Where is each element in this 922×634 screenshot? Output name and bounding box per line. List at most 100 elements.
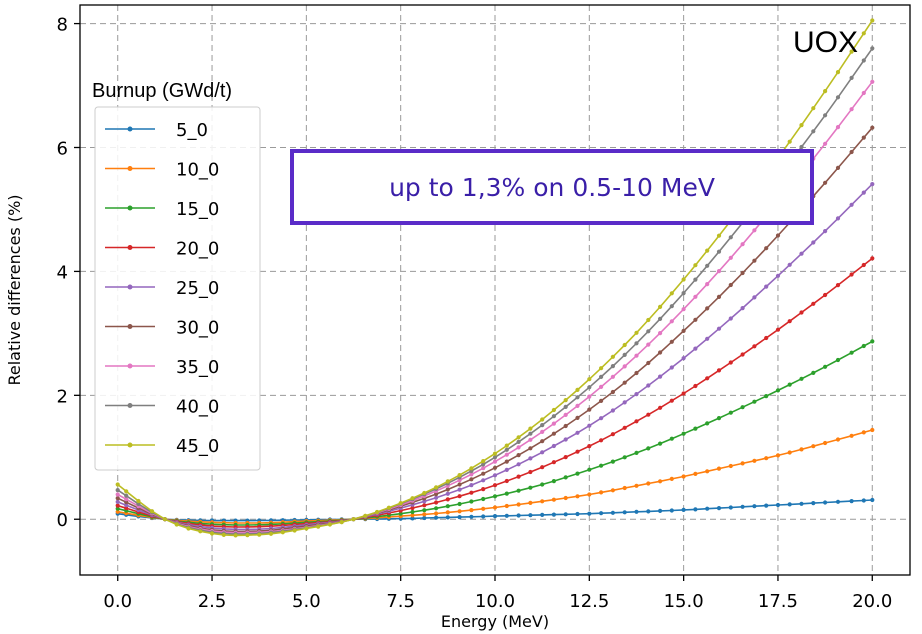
data-point xyxy=(481,466,486,471)
data-point xyxy=(728,235,733,240)
data-point xyxy=(681,391,686,396)
data-point xyxy=(575,449,580,454)
data-point xyxy=(693,507,698,512)
data-point xyxy=(849,350,854,355)
legend-label: 35_0 xyxy=(176,357,219,378)
data-point xyxy=(716,233,722,238)
data-point xyxy=(551,479,557,484)
data-point xyxy=(610,374,616,379)
data-point xyxy=(563,512,568,517)
data-point xyxy=(705,306,710,311)
data-point xyxy=(209,531,215,536)
data-point xyxy=(563,404,568,409)
data-point xyxy=(646,412,651,417)
data-point xyxy=(622,485,627,491)
data-point xyxy=(445,479,450,484)
data-point xyxy=(587,492,592,497)
data-point xyxy=(849,75,854,80)
data-point xyxy=(764,284,769,289)
data-point xyxy=(634,509,639,514)
data-point xyxy=(775,327,781,332)
data-point xyxy=(811,301,816,306)
data-point xyxy=(115,496,120,501)
data-point xyxy=(516,474,521,479)
data-point xyxy=(124,503,129,508)
data-point xyxy=(492,505,498,510)
data-point xyxy=(861,135,866,140)
data-point xyxy=(339,520,344,525)
data-point xyxy=(304,526,309,531)
data-point xyxy=(457,482,462,487)
data-point xyxy=(386,505,391,510)
legend-swatch-marker xyxy=(127,245,133,250)
data-point xyxy=(705,506,710,511)
data-point xyxy=(422,490,427,496)
data-point xyxy=(728,360,733,365)
data-point xyxy=(799,123,804,128)
data-point xyxy=(540,450,545,455)
data-point xyxy=(835,165,841,170)
data-point xyxy=(540,465,545,470)
data-point xyxy=(787,139,792,144)
data-point xyxy=(634,370,639,376)
data-point xyxy=(823,113,828,118)
data-point xyxy=(681,507,686,512)
data-point xyxy=(870,256,875,261)
y-tick-label: 6 xyxy=(57,139,68,160)
legend-item: 5_0 xyxy=(105,120,208,141)
data-point xyxy=(849,202,854,207)
data-point xyxy=(775,388,781,393)
data-point xyxy=(764,394,769,399)
data-point xyxy=(835,437,841,442)
legend-label: 15_0 xyxy=(176,199,219,220)
data-point xyxy=(268,531,274,536)
data-point xyxy=(351,517,356,522)
data-point xyxy=(434,511,439,516)
data-point xyxy=(492,455,498,460)
data-point xyxy=(469,490,474,495)
data-point xyxy=(599,511,604,516)
legend-item: 25_0 xyxy=(105,278,219,299)
data-point xyxy=(787,450,792,455)
legend-item: 45_0 xyxy=(105,436,219,457)
x-tick-label: 2.5 xyxy=(198,591,227,612)
data-point xyxy=(469,472,474,477)
data-point xyxy=(870,125,875,130)
data-point xyxy=(705,421,710,426)
data-point xyxy=(669,508,674,513)
data-point xyxy=(693,263,698,268)
data-point xyxy=(870,79,875,84)
data-point xyxy=(634,392,639,397)
x-tick-label: 15.0 xyxy=(664,591,704,612)
data-point xyxy=(610,364,616,369)
data-point xyxy=(622,510,627,515)
data-point xyxy=(870,497,875,503)
data-point xyxy=(622,455,627,460)
data-point xyxy=(516,488,521,493)
legend-item: 10_0 xyxy=(105,160,219,181)
legend-label: 25_0 xyxy=(176,278,219,299)
data-point xyxy=(516,462,521,467)
data-point xyxy=(398,501,403,506)
data-point xyxy=(445,510,450,515)
data-point xyxy=(752,344,757,349)
data-point xyxy=(752,295,757,300)
data-point xyxy=(457,473,462,478)
data-point xyxy=(504,447,509,452)
axis-ticks: 0.0 2.5 5.0 7.5 10.0 12.5 15.0 17.5 20.0 0 2 4 6 8 xyxy=(57,15,893,612)
data-point xyxy=(575,494,580,499)
data-point xyxy=(434,515,439,520)
data-point xyxy=(327,522,332,527)
data-point xyxy=(551,407,557,413)
data-point xyxy=(705,263,710,268)
legend-label: 20_0 xyxy=(176,239,219,260)
data-point xyxy=(669,398,674,403)
legend-item: 15_0 xyxy=(105,199,219,220)
data-point xyxy=(316,524,321,529)
data-point xyxy=(849,272,854,277)
legend-swatch-marker xyxy=(127,284,133,290)
data-point xyxy=(693,426,698,431)
data-point xyxy=(563,437,568,442)
data-point xyxy=(752,458,757,463)
data-point xyxy=(646,481,651,486)
